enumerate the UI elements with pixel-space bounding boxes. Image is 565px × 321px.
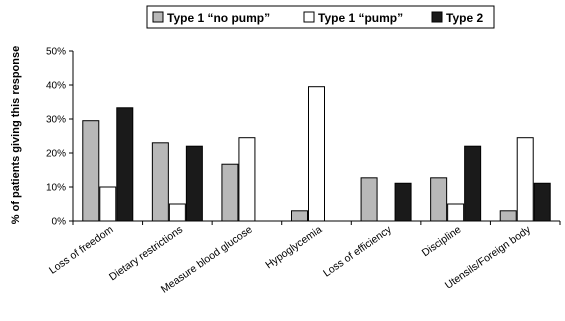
category-label-discipline: Discipline xyxy=(420,224,464,260)
bars xyxy=(82,86,551,222)
bar-type-1-no-pump-utensils-foreign-body xyxy=(499,210,517,222)
legend-box xyxy=(146,5,495,29)
bar-type-2-discipline xyxy=(464,145,482,222)
bar-type-2-dietary-restrictions xyxy=(185,145,203,222)
y-axis-label: % of patients giving this response xyxy=(10,46,22,224)
legend-swatch-type2 xyxy=(431,11,443,23)
bar-type-1-pump-utensils-foreign-body xyxy=(516,137,534,222)
y-tick-label: 30% xyxy=(46,115,66,126)
bar-type-1-pump-discipline xyxy=(447,203,465,222)
legend-label-no-pump: Type 1 “no pump” xyxy=(167,11,270,25)
bar-type-1-no-pump-dietary-restrictions xyxy=(151,142,169,222)
category-label-hypoglycemia: Hypoglycemia xyxy=(263,224,324,272)
legend-label-type2: Type 2 xyxy=(446,11,483,25)
y-axis-ticks: 0% 10% 20% 30% 40% 50% xyxy=(46,47,73,228)
bar-type-2-loss-of-efficiency xyxy=(394,182,412,222)
bar-type-2-utensils-foreign-body xyxy=(533,182,551,222)
category-label-dietary-restrictions: Dietary restrictions xyxy=(107,224,185,284)
legend-swatch-no-pump xyxy=(152,11,164,23)
y-tick-label: 0% xyxy=(52,217,67,228)
bar-type-1-pump-loss-of-freedom xyxy=(99,186,117,222)
y-tick-label: 20% xyxy=(46,149,66,160)
bar-type-1-no-pump-loss-of-efficiency xyxy=(360,177,378,222)
y-tick-label: 40% xyxy=(46,81,66,92)
bar-type-1-no-pump-hypoglycemia xyxy=(291,210,308,222)
bar-type-2-loss-of-freedom xyxy=(116,107,134,222)
y-tick-label: 10% xyxy=(46,183,66,194)
legend-swatch-pump xyxy=(303,11,315,23)
legend-label-pump: Type 1 “pump” xyxy=(318,11,403,25)
bar-type-1-pump-dietary-restrictions xyxy=(168,203,186,222)
bar-type-1-no-pump-loss-of-freedom xyxy=(82,120,100,222)
bar-type-1-pump-hypoglycemia xyxy=(308,86,325,222)
y-tick-label: 50% xyxy=(46,47,66,58)
legend: Type 1 “no pump” Type 1 “pump” Type 2 xyxy=(146,5,495,29)
category-label-loss-of-freedom: Loss of freedom xyxy=(47,223,116,276)
bar-type-1-no-pump-measure-blood-glucose xyxy=(221,163,239,222)
axes xyxy=(72,51,561,225)
bar-type-1-no-pump-discipline xyxy=(430,177,448,222)
category-label-loss-of-efficiency: Loss of efficiency xyxy=(321,223,394,279)
bar-type-1-pump-measure-blood-glucose xyxy=(238,137,256,222)
